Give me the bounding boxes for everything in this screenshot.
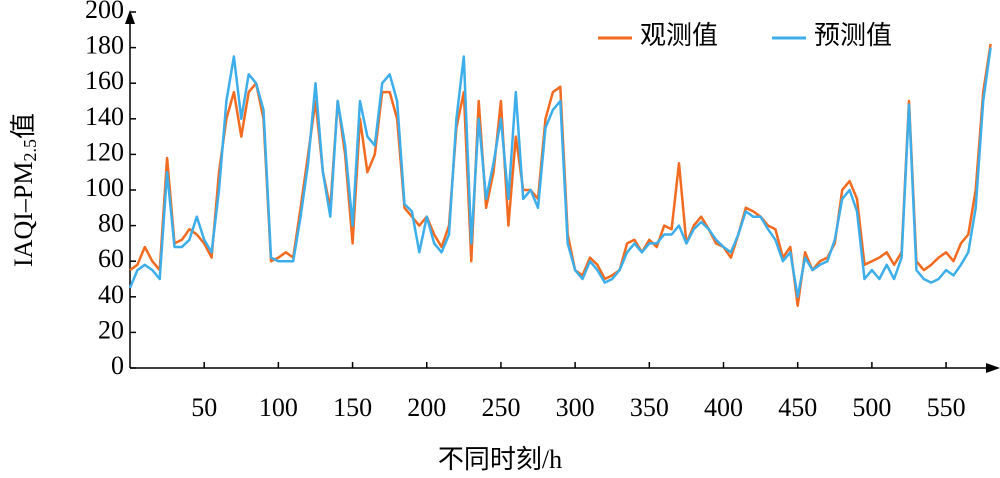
x-tick-label: 500: [852, 393, 891, 422]
x-tick-label: 250: [481, 393, 520, 422]
y-label-suffix: 值: [9, 113, 38, 139]
y-tick-label: 0: [111, 351, 124, 380]
y-arrow: [125, 10, 135, 24]
data-line: [128, 47, 992, 299]
x-tick-label: 150: [333, 393, 372, 422]
x-tick-label: 100: [259, 393, 298, 422]
x-tick-label: 400: [704, 393, 743, 422]
x-tick-label: 450: [778, 393, 817, 422]
x-arrow: [986, 363, 1000, 373]
data-line: [129, 43, 992, 307]
legend-label: 预测值: [814, 21, 892, 50]
y-tick-label: 120: [85, 137, 124, 166]
y-tick-label: 100: [85, 173, 124, 202]
y-tick-label: 80: [98, 209, 124, 238]
x-tick-label: 200: [407, 393, 446, 422]
x-tick-label: 350: [630, 393, 669, 422]
legend-label: 观测值: [640, 21, 718, 50]
y-tick-label: 40: [98, 280, 124, 309]
y-tick-label: 140: [85, 102, 124, 131]
y-tick-label: 160: [85, 66, 124, 95]
x-tick-label: 550: [927, 393, 966, 422]
y-tick-label: 180: [85, 31, 124, 60]
x-tick-label: 50: [191, 393, 217, 422]
y-tick-label: 20: [98, 315, 124, 344]
y-axis-label: IAQI–PM2.5值: [9, 113, 40, 267]
x-axis-label: 不同时刻/h: [438, 445, 562, 474]
y-label-subscript: 2.5: [20, 139, 40, 162]
y-tick-label: 200: [85, 0, 124, 24]
x-tick-label: 300: [556, 393, 595, 422]
y-tick-label: 60: [98, 244, 124, 273]
y-label-prefix: IAQI–PM: [9, 162, 38, 267]
